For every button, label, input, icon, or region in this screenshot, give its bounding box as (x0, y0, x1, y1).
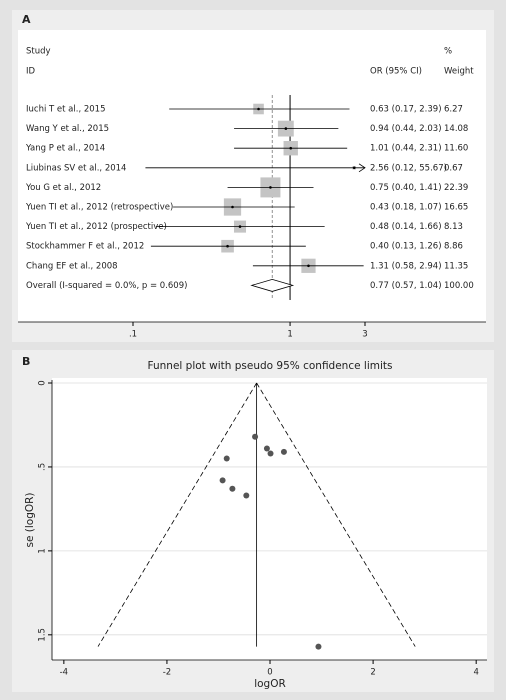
ci-label: 2.56 (0.12, 55.67) (370, 163, 447, 173)
point-estimate (231, 205, 234, 209)
point-estimate (284, 127, 288, 130)
study-point (263, 445, 270, 452)
x-tick-label: -4 (60, 668, 68, 678)
x-tick-label: 2 (370, 668, 375, 678)
header: ID (26, 67, 36, 77)
chart-title: Funnel plot with pseudo 95% confidence l… (148, 360, 393, 372)
y-tick-label: 1.5 (38, 628, 48, 642)
weight-label: 14.08 (444, 124, 468, 134)
ci-arrow (358, 163, 366, 173)
ci-label: 1.01 (0.44, 2.31) (370, 144, 442, 154)
panel-label: A (22, 13, 31, 26)
weight-label: 0.67 (444, 163, 463, 173)
y-axis-label: se (logOR) (24, 492, 36, 547)
point-estimate (307, 264, 310, 268)
study-label: You G et al., 2012 (25, 183, 101, 193)
plot-area-b (52, 378, 487, 660)
study-point (252, 433, 259, 440)
study-point (315, 643, 322, 650)
ci-label: 0.43 (0.18, 1.07) (370, 203, 442, 213)
study-point (219, 477, 226, 484)
weight-label: 11.60 (444, 144, 468, 154)
overall-diamond (250, 278, 295, 292)
study-point (280, 448, 287, 455)
x-tick-label: 0 (267, 668, 272, 678)
weight-label: 16.65 (444, 203, 468, 213)
pseudo-limit (256, 382, 416, 647)
ci-label: 1.31 (0.58, 2.94) (370, 261, 442, 271)
weight-label: 8.86 (444, 242, 463, 252)
x-tick-label: -2 (163, 668, 171, 678)
x-tick-label: 4 (473, 668, 478, 678)
point-estimate (352, 166, 356, 170)
study-label: Chang EF et al., 2008 (26, 261, 118, 271)
weight-label: 100.00 (444, 281, 474, 291)
x-tick-label: .1 (129, 330, 137, 340)
weight-label: 6.27 (444, 105, 463, 115)
study-label: Liubinas SV et al., 2014 (26, 163, 126, 173)
study-point (267, 450, 274, 457)
header: Weight (444, 67, 474, 77)
study-label: Iuchi T et al., 2015 (26, 105, 105, 115)
ci-label: 0.77 (0.57, 1.04) (370, 281, 442, 291)
study-point (243, 492, 250, 499)
study-point (229, 485, 236, 492)
study-label: Yuen TI et al., 2012 (retrospective) (25, 203, 173, 213)
point-estimate (269, 186, 272, 189)
weight-label: 8.13 (444, 222, 463, 232)
x-tick-label: 3 (362, 330, 367, 340)
study-label: Yang P et al., 2014 (25, 144, 105, 154)
x-tick-label: 1 (287, 330, 292, 340)
y-tick-label: 0 (38, 380, 48, 385)
ci-label: 0.40 (0.13, 1.26) (370, 242, 442, 252)
weight-label: 11.35 (444, 261, 468, 271)
ci-label: 0.63 (0.17, 2.39) (370, 105, 442, 115)
point-estimate (257, 107, 260, 111)
point-estimate (238, 225, 242, 228)
ci-label: 0.75 (0.40, 1.41) (370, 183, 442, 193)
study-label: Wang Y et al., 2015 (26, 124, 109, 134)
ci-label: 0.48 (0.14, 1.66) (370, 222, 442, 232)
point-estimate (289, 146, 293, 150)
y-tick-label: 1 (38, 548, 48, 553)
ci-label: 0.94 (0.44, 2.03) (370, 124, 442, 134)
panel-label: B (22, 355, 30, 368)
plot-area-a (18, 30, 486, 322)
header: % (444, 47, 452, 57)
weight-label: 22.39 (444, 183, 468, 193)
pseudo-limit (97, 382, 257, 647)
study-point (223, 455, 230, 462)
header: OR (95% CI) (370, 67, 422, 77)
x-axis-label: logOR (254, 678, 286, 690)
study-label: Overall (I-squared = 0.0%, p = 0.609) (26, 281, 187, 291)
y-tick-label: .5 (38, 463, 48, 471)
point-estimate (226, 244, 229, 248)
study-label: Stockhammer F et al., 2012 (26, 242, 144, 252)
header: Study (26, 47, 51, 57)
study-label: Yuen TI et al., 2012 (prospective) (25, 222, 167, 232)
